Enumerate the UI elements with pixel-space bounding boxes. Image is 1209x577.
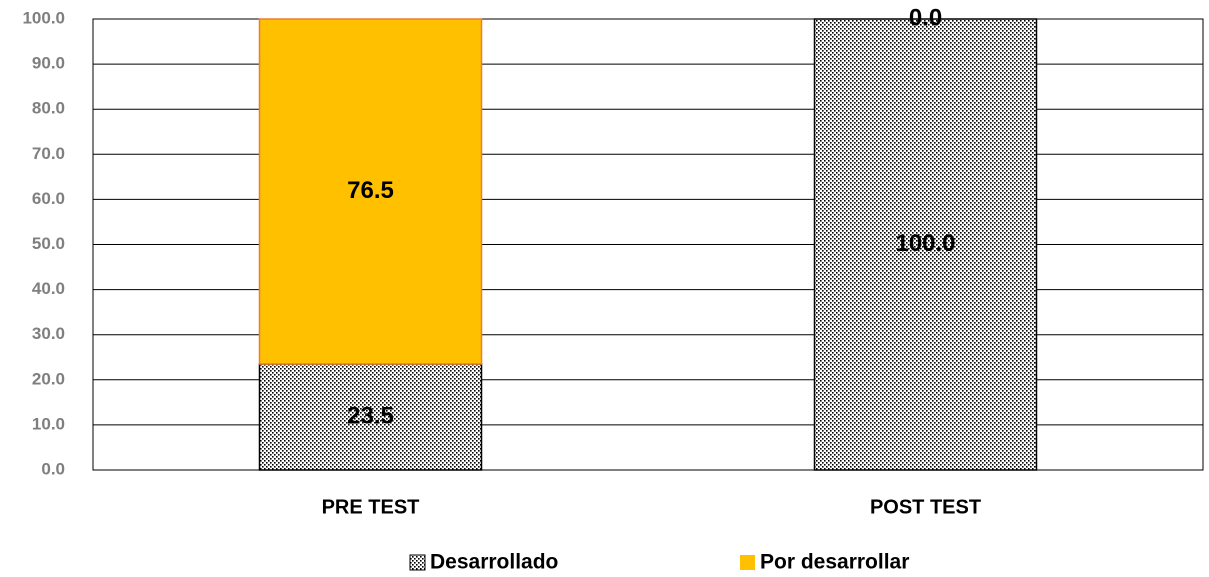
y-tick-label: 60.0	[32, 189, 65, 208]
legend-label: Por desarrollar	[760, 551, 909, 574]
y-tick-label: 100.0	[22, 8, 65, 27]
data-label: 0.0	[909, 4, 942, 31]
legend-label: Desarrollado	[430, 551, 558, 574]
y-tick-label: 0.0	[41, 459, 65, 478]
bar-segment	[813, 18, 1038, 471]
y-tick-label: 20.0	[32, 369, 65, 388]
y-tick-label: 50.0	[32, 234, 65, 253]
y-tick-label: 90.0	[32, 54, 65, 73]
plot-border	[92, 18, 1204, 471]
y-tick-label: 80.0	[32, 99, 65, 118]
x-tick-label: POST TEST	[870, 496, 981, 518]
y-tick-label: 10.0	[32, 414, 65, 433]
y-tick-label: 30.0	[32, 324, 65, 343]
bar-segment	[258, 18, 483, 365]
legend-swatch	[740, 555, 755, 570]
y-tick-label: 40.0	[32, 279, 65, 298]
legend-swatch	[409, 554, 426, 571]
data-label: 100.0	[895, 230, 955, 257]
x-tick-label: PRE TEST	[322, 496, 420, 518]
bar-segment	[258, 363, 483, 471]
y-tick-label: 70.0	[32, 144, 65, 163]
data-label: 76.5	[347, 177, 394, 204]
data-label: 23.5	[347, 402, 394, 429]
